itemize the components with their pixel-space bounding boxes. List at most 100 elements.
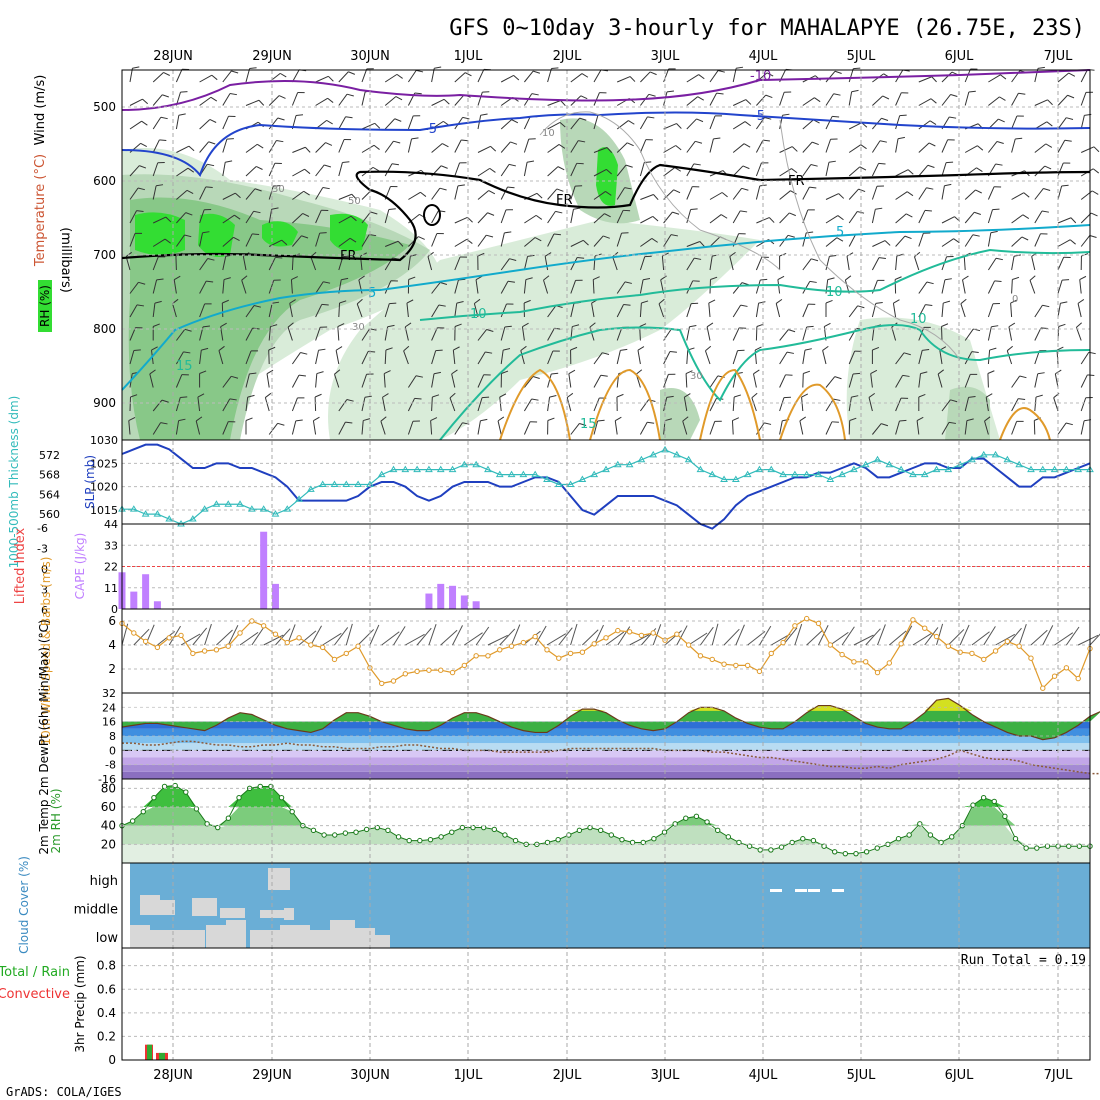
wind-barb-upper	[941, 422, 950, 435]
wind-barb-upper	[962, 279, 966, 294]
wind-barb-upper-flag	[872, 346, 880, 351]
surface-wind-barb	[711, 623, 719, 646]
wind-barb-upper-flag	[870, 369, 878, 375]
wind-barb-upper-flag	[828, 160, 836, 163]
wind-speed-point	[272, 631, 279, 637]
wind-barb-upper	[454, 256, 461, 271]
wind-barb-upper	[918, 327, 925, 341]
upper-y-tick: 700	[93, 248, 116, 262]
temp-contour-20-b	[589, 368, 661, 441]
wind-barb-upper	[593, 69, 602, 83]
wind-barb-upper-flag	[303, 190, 310, 196]
rh-point	[385, 827, 391, 834]
wind-barb-upper-flag	[233, 236, 240, 242]
wind-barb-upper-flag	[753, 369, 760, 375]
wind-barb-upper-flag	[442, 143, 449, 148]
wind-barb-upper-flag	[624, 281, 632, 284]
date-label-bottom: 28JUN	[153, 1068, 193, 1083]
thickness-marker	[448, 465, 457, 473]
wind-barb-upper	[292, 213, 303, 224]
wind-barb-upper	[663, 123, 677, 130]
temp-contour-15	[439, 324, 1091, 441]
surface-wind-barb	[582, 629, 599, 646]
wind-ylabel: 10m Wind Speed & Barbs (m/s)	[39, 557, 53, 746]
wind-barb-upper-flag	[720, 214, 728, 219]
wind-barb-upper	[333, 374, 340, 388]
wind-barb-upper	[848, 144, 862, 153]
wind-barb-upper	[430, 420, 433, 435]
wind-barb-upper-flag	[140, 142, 147, 148]
wind-barb-upper	[616, 120, 629, 130]
wind-barb-upper	[335, 350, 340, 365]
wind-barb-upper	[709, 138, 714, 153]
wind-barb-upper-flag	[666, 395, 674, 398]
wind-barb-upper	[500, 186, 509, 200]
wind-barb-upper-flag	[351, 193, 357, 200]
surface-wind-barb	[464, 632, 483, 646]
wind-barb-upper	[895, 375, 904, 388]
rh-point	[151, 794, 157, 801]
wind-barb-upper	[1034, 143, 1047, 153]
wind-barb-upper-flag	[348, 71, 356, 75]
wind-barb-upper	[918, 210, 926, 224]
wind-barb-upper	[125, 256, 131, 271]
wind-barb-upper-flag	[275, 256, 283, 259]
wind-barb-upper-flag	[440, 165, 448, 169]
contour-label: FR	[556, 193, 573, 208]
wind-barb-upper-flag	[231, 375, 239, 379]
wind-barb-upper-flag	[1018, 398, 1026, 400]
wind-barb-upper	[1011, 256, 1015, 271]
wind-barb-upper-flag	[849, 417, 857, 421]
wind-barb-upper	[964, 211, 975, 224]
wind-barb-upper	[686, 241, 701, 247]
wind-speed-point	[449, 669, 456, 676]
rh-point	[693, 813, 700, 820]
lifted-tick: 0	[41, 563, 48, 576]
surface-wind-barb	[617, 626, 631, 646]
wind-barb-upper-flag	[799, 416, 807, 422]
wind-barb-upper-flag	[760, 278, 768, 281]
wind-barb-upper-flag	[130, 394, 138, 398]
wind-barb-upper	[895, 420, 900, 435]
wind-barb-upper	[799, 420, 804, 435]
surface-wind-barb	[794, 623, 803, 646]
rh-point	[459, 824, 466, 831]
wind-barb-upper-flag	[836, 237, 844, 242]
thickness-marker	[885, 460, 894, 468]
wind-barb-upper-flag	[249, 67, 257, 69]
wind-barb-upper-flag	[161, 399, 169, 403]
surface-wind-barb	[369, 624, 380, 646]
wind-barb-upper	[524, 70, 534, 83]
rh-legend-swatch	[38, 280, 52, 332]
wind-barb-upper	[268, 303, 273, 318]
wind-speed-point	[969, 650, 975, 657]
cloud-gray-cell	[192, 898, 217, 916]
wind-barb-upper	[661, 256, 665, 271]
wind-barb-upper	[199, 350, 202, 365]
wind-barb-upper	[685, 373, 688, 388]
upper-y-tick: 500	[93, 100, 116, 114]
upper-side-temp: Temperature (°C)	[33, 154, 48, 267]
wind-barb-upper-flag	[943, 300, 951, 304]
surface-wind-barb	[558, 627, 573, 646]
wind-barb-upper-flag	[334, 369, 341, 375]
wind-barb-upper	[779, 374, 786, 388]
cloud-tick: low	[96, 931, 119, 946]
wind-barb-upper-flag	[533, 70, 541, 74]
wind-barb-upper-flag	[427, 251, 434, 257]
wind-speed-point	[379, 680, 385, 687]
cloud-gray-cell	[355, 928, 375, 948]
wind-barb-upper	[732, 143, 745, 153]
wind-barb-upper-flag	[137, 187, 145, 191]
wind-barb-upper	[222, 70, 232, 83]
wind-barb-upper-flag	[658, 298, 665, 305]
wind-barb-upper-flag	[642, 278, 651, 281]
date-label-bottom: 4JUL	[749, 1068, 779, 1083]
wind-barb-upper-flag	[531, 398, 539, 401]
date-label-bottom: 30JUN	[350, 1068, 390, 1083]
temp-band	[122, 721, 1090, 729]
thickness-marker	[141, 510, 150, 517]
wind-barb-upper-flag	[252, 233, 260, 235]
wind-speed-point	[131, 630, 137, 636]
rh-point	[778, 844, 785, 850]
